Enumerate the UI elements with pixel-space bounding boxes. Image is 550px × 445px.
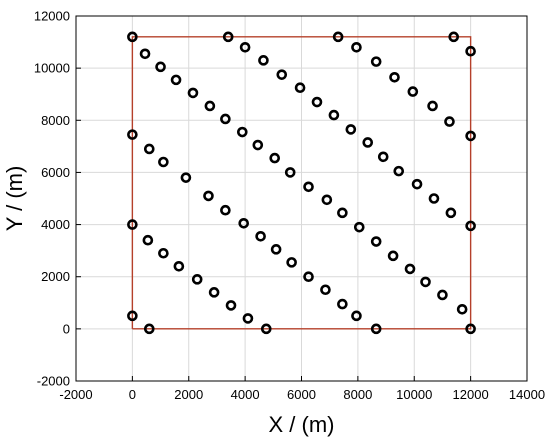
data-point <box>170 74 182 86</box>
data-point <box>155 61 166 73</box>
data-point <box>220 204 231 216</box>
data-point <box>239 41 251 53</box>
grid <box>75 15 528 382</box>
data-point <box>191 274 203 285</box>
data-point <box>269 152 281 164</box>
data-point <box>411 178 423 190</box>
data-point <box>456 304 468 315</box>
data-point <box>337 207 348 219</box>
data-point <box>370 236 382 247</box>
data-point <box>238 217 250 229</box>
data-point <box>286 257 297 268</box>
data-point <box>328 109 340 121</box>
data-point <box>387 250 399 262</box>
data-point <box>187 87 199 99</box>
data-point <box>370 56 382 67</box>
y-axis-title: Y / (m) <box>2 166 27 232</box>
data-point <box>143 323 155 335</box>
data-point <box>220 113 231 125</box>
data-point <box>377 151 389 163</box>
data-point <box>270 244 282 255</box>
data-point <box>351 310 362 322</box>
data-point <box>252 139 264 151</box>
data-point <box>204 100 216 112</box>
data-point <box>127 219 138 230</box>
axis-ticks: -2000 0 2000 4000 6000 8000 10000 12000 14000 -20… <box>34 9 545 403</box>
data-point <box>448 31 460 43</box>
y-tick-label: 4000 <box>41 217 70 232</box>
y-tick-label: 10000 <box>34 61 70 76</box>
data-point <box>353 221 365 233</box>
data-point <box>428 193 440 204</box>
data-point <box>311 96 323 108</box>
data-point <box>420 276 431 288</box>
data-point <box>242 313 254 324</box>
data-point <box>142 234 154 246</box>
data-point <box>180 172 192 183</box>
data-point <box>255 231 266 242</box>
x-tick-label: 12000 <box>453 387 489 402</box>
y-tick-label: 12000 <box>34 9 70 24</box>
data-point <box>465 323 476 335</box>
x-tick-label: -2000 <box>59 387 92 402</box>
data-point <box>389 71 400 83</box>
data-point <box>404 263 416 275</box>
data-point <box>362 137 374 148</box>
x-tick-label: 10000 <box>396 387 432 402</box>
data-point <box>225 300 237 311</box>
x-tick-label: 8000 <box>343 387 372 402</box>
data-point <box>260 323 272 335</box>
y-tick-label: 6000 <box>41 165 70 180</box>
data-point <box>158 247 169 259</box>
data-point <box>407 86 419 97</box>
x-tick-label: 6000 <box>287 387 316 402</box>
x-tick-label: 0 <box>129 387 136 402</box>
data-point <box>208 287 220 298</box>
data-point <box>437 289 448 301</box>
data-point <box>139 48 151 60</box>
x-axis-title: X / (m) <box>269 412 335 437</box>
data-point <box>445 207 457 219</box>
data-point <box>465 45 476 57</box>
boundary-rectangle <box>131 36 472 330</box>
data-point <box>127 31 138 43</box>
data-point <box>465 220 476 232</box>
data-point <box>332 31 344 43</box>
y-tick-label: 8000 <box>41 113 70 128</box>
data-point <box>203 190 214 202</box>
data-point <box>393 165 405 177</box>
data-point <box>284 167 296 178</box>
x-tick-label: 4000 <box>231 387 260 402</box>
data-point <box>258 55 269 66</box>
data-point <box>303 181 314 193</box>
data-point <box>345 124 357 135</box>
data-point <box>143 143 155 155</box>
y-tick-label: 0 <box>63 321 70 336</box>
data-point <box>158 156 169 168</box>
data-point <box>127 129 138 140</box>
data-point <box>370 323 382 335</box>
data-point <box>127 310 138 322</box>
data-point <box>465 130 476 142</box>
data-point <box>294 82 306 93</box>
y-tick-label: 2000 <box>41 269 70 284</box>
data-point <box>303 271 314 283</box>
data-point <box>320 284 331 296</box>
data-point <box>444 116 455 127</box>
data-point <box>427 100 438 112</box>
data-points <box>127 31 476 335</box>
data-point <box>321 194 333 206</box>
x-tick-label: 2000 <box>174 387 203 402</box>
data-point <box>173 260 185 272</box>
data-point <box>237 126 248 138</box>
data-point <box>351 41 362 53</box>
x-tick-label: 14000 <box>509 387 545 402</box>
data-point <box>337 298 348 310</box>
y-tick-label: -2000 <box>37 374 70 389</box>
data-point <box>276 69 288 80</box>
data-point <box>222 31 234 43</box>
